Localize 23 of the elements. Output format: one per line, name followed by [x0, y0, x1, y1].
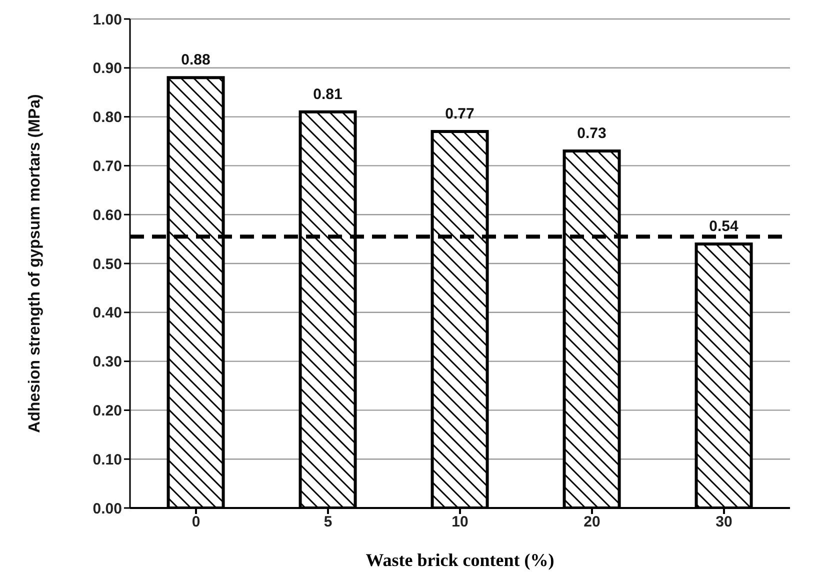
y-tick-label: 0.80 — [92, 109, 122, 126]
y-tick-label: 0.10 — [92, 451, 122, 468]
x-tick-label: 10 — [452, 514, 468, 531]
data-label: 0.81 — [313, 86, 342, 103]
data-label: 0.73 — [577, 125, 606, 142]
x-tick-label: 0 — [192, 514, 200, 531]
y-tick-label: 0.90 — [92, 60, 122, 78]
x-axis-title: Waste brick content (%) — [366, 550, 554, 570]
y-tick-label: 0.20 — [92, 402, 122, 420]
y-tick-label: 0.50 — [92, 256, 122, 273]
y-tick-label: 1.00 — [92, 11, 122, 28]
x-tick-label: 30 — [716, 514, 732, 531]
data-label: 0.77 — [445, 105, 474, 122]
y-tick-label: 0.40 — [92, 304, 122, 322]
y-axis-title: Adhesion strength of gypsum mortars (MPa) — [26, 94, 44, 433]
data-label: 0.88 — [181, 52, 210, 69]
y-tick-label: 0.70 — [92, 158, 122, 176]
data-label: 0.54 — [709, 218, 740, 235]
y-tick-label: 0.60 — [92, 206, 122, 224]
y-tick-label: 0.30 — [92, 354, 122, 371]
x-tick-label: 5 — [324, 514, 332, 531]
x-tick-label: 20 — [584, 514, 600, 531]
y-tick-label: 0.00 — [92, 500, 122, 518]
